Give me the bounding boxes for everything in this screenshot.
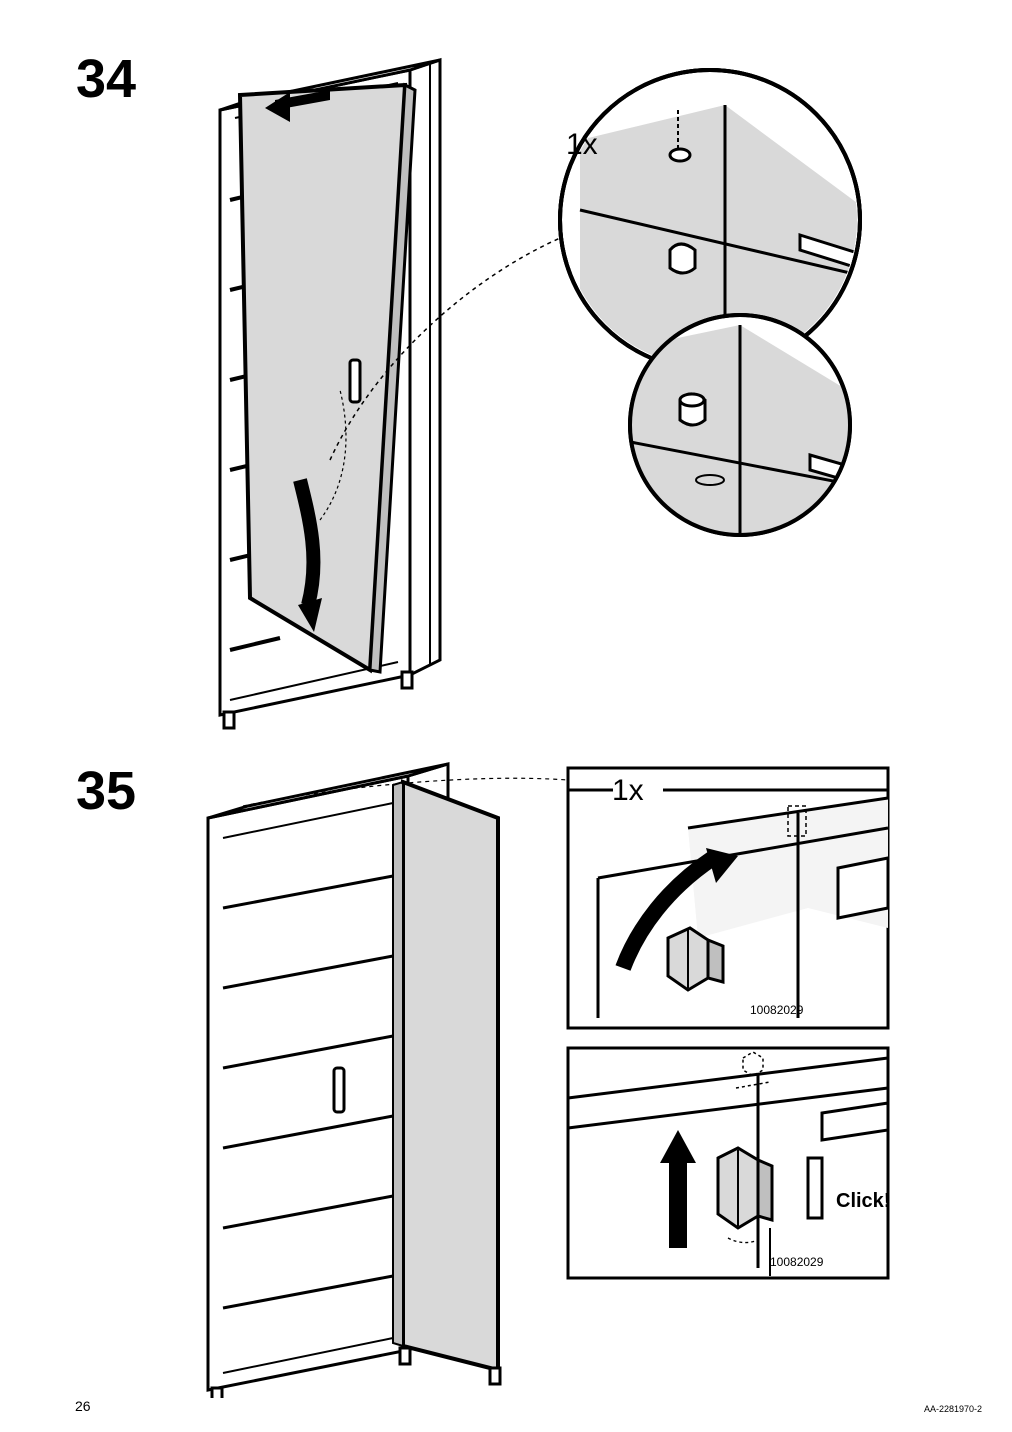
step-35-illustration xyxy=(168,758,948,1398)
doc-id: AA-2281970-2 xyxy=(924,1404,982,1414)
click-label: Click! xyxy=(836,1190,890,1213)
step-35-number: 35 xyxy=(76,760,136,822)
step-35-qty-label: 1x xyxy=(612,774,644,808)
step-34-number: 34 xyxy=(76,48,136,110)
step-35-partnum-bottom: 10082029 xyxy=(770,1255,823,1269)
page-container: 34 35 xyxy=(0,0,1012,1432)
step-34-illustration xyxy=(180,50,940,740)
step-35-partnum-top: 10082029 xyxy=(750,1003,803,1017)
step-34-qty-label: 1x xyxy=(566,128,598,162)
page-number: 26 xyxy=(75,1398,91,1414)
